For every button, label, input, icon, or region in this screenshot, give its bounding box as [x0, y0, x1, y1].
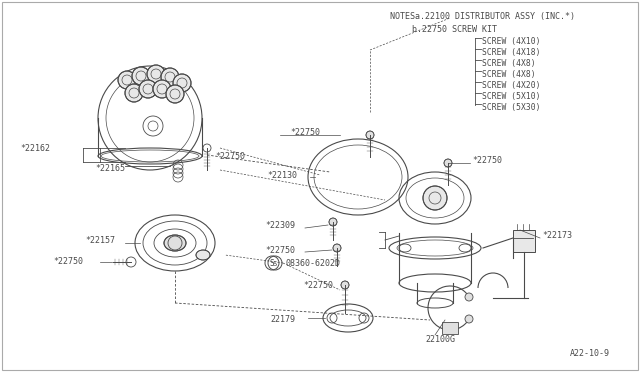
Circle shape — [166, 85, 184, 103]
Ellipse shape — [196, 250, 210, 260]
Text: *22162: *22162 — [20, 144, 50, 153]
Text: *22750: *22750 — [265, 246, 295, 254]
Text: A22-10-9: A22-10-9 — [570, 349, 610, 358]
Text: 22100G: 22100G — [425, 336, 455, 344]
Text: 08360-6202D: 08360-6202D — [285, 259, 340, 267]
Circle shape — [132, 67, 150, 85]
Circle shape — [341, 281, 349, 289]
Circle shape — [161, 68, 179, 86]
Text: *22309: *22309 — [265, 221, 295, 230]
Text: b.22750 SCREW KIT: b.22750 SCREW KIT — [412, 25, 497, 34]
Text: *22750: *22750 — [303, 280, 333, 289]
Circle shape — [423, 186, 447, 210]
Circle shape — [465, 315, 473, 323]
Bar — [442, 322, 458, 334]
Circle shape — [139, 80, 157, 98]
Text: *22750: *22750 — [53, 257, 83, 266]
Circle shape — [173, 74, 191, 92]
Text: *22173: *22173 — [542, 231, 572, 240]
Text: SCREW (4X8): SCREW (4X8) — [482, 70, 536, 79]
Text: 22179: 22179 — [270, 315, 295, 324]
Text: SCREW (5X30): SCREW (5X30) — [482, 103, 541, 112]
Circle shape — [465, 293, 473, 301]
Text: NOTESa.22100 DISTRIBUTOR ASSY (INC.*): NOTESa.22100 DISTRIBUTOR ASSY (INC.*) — [390, 12, 575, 21]
Text: SCREW (4X20): SCREW (4X20) — [482, 81, 541, 90]
Circle shape — [366, 131, 374, 139]
Circle shape — [153, 80, 171, 98]
Text: *22157: *22157 — [85, 235, 115, 244]
Circle shape — [125, 84, 143, 102]
Text: *22750: *22750 — [290, 128, 320, 137]
Text: S: S — [273, 261, 277, 267]
Circle shape — [118, 71, 136, 89]
Text: *22130: *22130 — [267, 170, 297, 180]
Circle shape — [444, 159, 452, 167]
Text: SCREW (4X8): SCREW (4X8) — [482, 59, 536, 68]
Text: SCREW (4X18): SCREW (4X18) — [482, 48, 541, 57]
Text: *22750: *22750 — [215, 151, 245, 160]
Text: S: S — [269, 260, 275, 269]
Circle shape — [333, 244, 341, 252]
Circle shape — [329, 218, 337, 226]
Text: *22165: *22165 — [95, 164, 125, 173]
Circle shape — [147, 65, 165, 83]
Text: SCREW (5X10): SCREW (5X10) — [482, 92, 541, 101]
Text: *22750: *22750 — [472, 155, 502, 164]
Bar — [513, 230, 535, 252]
Ellipse shape — [164, 235, 186, 251]
Text: SCREW (4X10): SCREW (4X10) — [482, 37, 541, 46]
